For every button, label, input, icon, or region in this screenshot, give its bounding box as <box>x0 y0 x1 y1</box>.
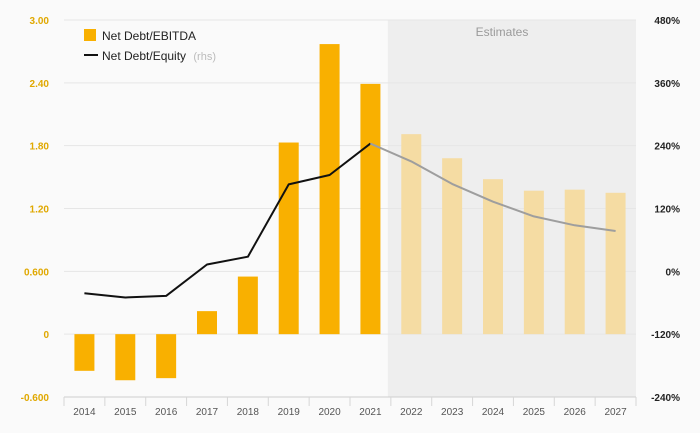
bar-2026 <box>564 189 585 335</box>
right-tick-label: 240% <box>654 142 680 153</box>
right-tick-label: 480% <box>654 16 680 27</box>
legend-bar-label: Net Debt/EBITDA <box>102 29 196 43</box>
left-tick-label: -0.600 <box>21 393 50 404</box>
x-tick-label: 2019 <box>278 407 301 418</box>
line-estimate <box>370 142 616 232</box>
bar-2027 <box>605 192 626 335</box>
bar-2019 <box>278 142 299 335</box>
bar-2021 <box>360 83 381 335</box>
right-tick-label: -120% <box>651 330 680 341</box>
bar-2025 <box>523 190 544 335</box>
bar-2017 <box>197 311 217 335</box>
bar-series <box>74 44 626 381</box>
x-tick-label: 2016 <box>155 407 178 418</box>
line-series <box>84 142 616 299</box>
x-tick-label: 2024 <box>482 407 505 418</box>
legend-line-note: (rhs) <box>193 51 216 63</box>
x-tick-label: 2020 <box>318 407 341 418</box>
estimates-label: Estimates <box>476 25 529 39</box>
bar-2018 <box>237 276 258 335</box>
x-tick-label: 2027 <box>604 407 627 418</box>
left-tick-label: 0 <box>43 330 49 341</box>
x-tick-label: 2015 <box>114 407 137 418</box>
right-tick-label: 0% <box>666 267 681 278</box>
right-tick-label: -240% <box>651 393 680 404</box>
left-axis: -0.600 0 0.600 1.20 1.80 2.40 3.00 <box>21 16 50 404</box>
left-tick-label: 1.20 <box>30 205 50 216</box>
right-axis: -240% -120% 0% 120% 240% 360% 480% <box>651 16 680 404</box>
bar-2015 <box>115 334 136 381</box>
bar-2024 <box>483 179 503 335</box>
x-tick-label: 2023 <box>441 407 464 418</box>
x-tick-label: 2022 <box>400 407 423 418</box>
x-tick-label: 2021 <box>359 407 382 418</box>
x-tick-label: 2018 <box>237 407 260 418</box>
bar-2016 <box>156 334 177 379</box>
left-tick-label: 1.80 <box>30 142 50 153</box>
left-tick-label: 3.00 <box>30 16 50 27</box>
x-tick-label: 2026 <box>564 407 587 418</box>
bar-2022 <box>401 134 422 335</box>
right-tick-label: 360% <box>654 79 680 90</box>
x-tick-label: 2025 <box>523 407 546 418</box>
x-tick-label: 2014 <box>73 407 96 418</box>
x-axis: 2014 2015 2016 2017 2018 2019 2020 2021 2022 2023… <box>73 407 627 418</box>
right-tick-label: 120% <box>654 205 680 216</box>
legend-line-name: Net Debt/Equity <box>102 49 186 63</box>
left-tick-label: 0.600 <box>24 267 49 278</box>
bar-2020 <box>319 44 340 335</box>
left-tick-label: 2.40 <box>30 79 50 90</box>
bar-2023 <box>442 158 463 335</box>
legend: Net Debt/EBITDA Net Debt/Equity (rhs) <box>84 29 216 63</box>
x-tick-label: 2017 <box>196 407 219 418</box>
legend-bar-swatch <box>84 29 96 41</box>
legend-line-label: Net Debt/Equity (rhs) <box>102 49 216 63</box>
line-actual <box>84 142 372 299</box>
bar-2014 <box>74 334 95 371</box>
